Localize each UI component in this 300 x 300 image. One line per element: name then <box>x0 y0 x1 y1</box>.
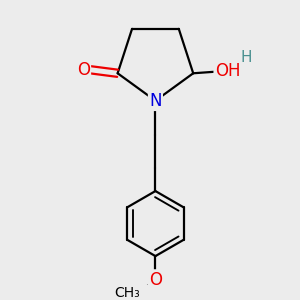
Text: CH₃: CH₃ <box>115 286 140 300</box>
Text: H: H <box>241 50 252 65</box>
Text: N: N <box>149 92 162 110</box>
Text: OH: OH <box>215 62 240 80</box>
Text: O: O <box>77 61 90 79</box>
Text: O: O <box>149 271 162 289</box>
